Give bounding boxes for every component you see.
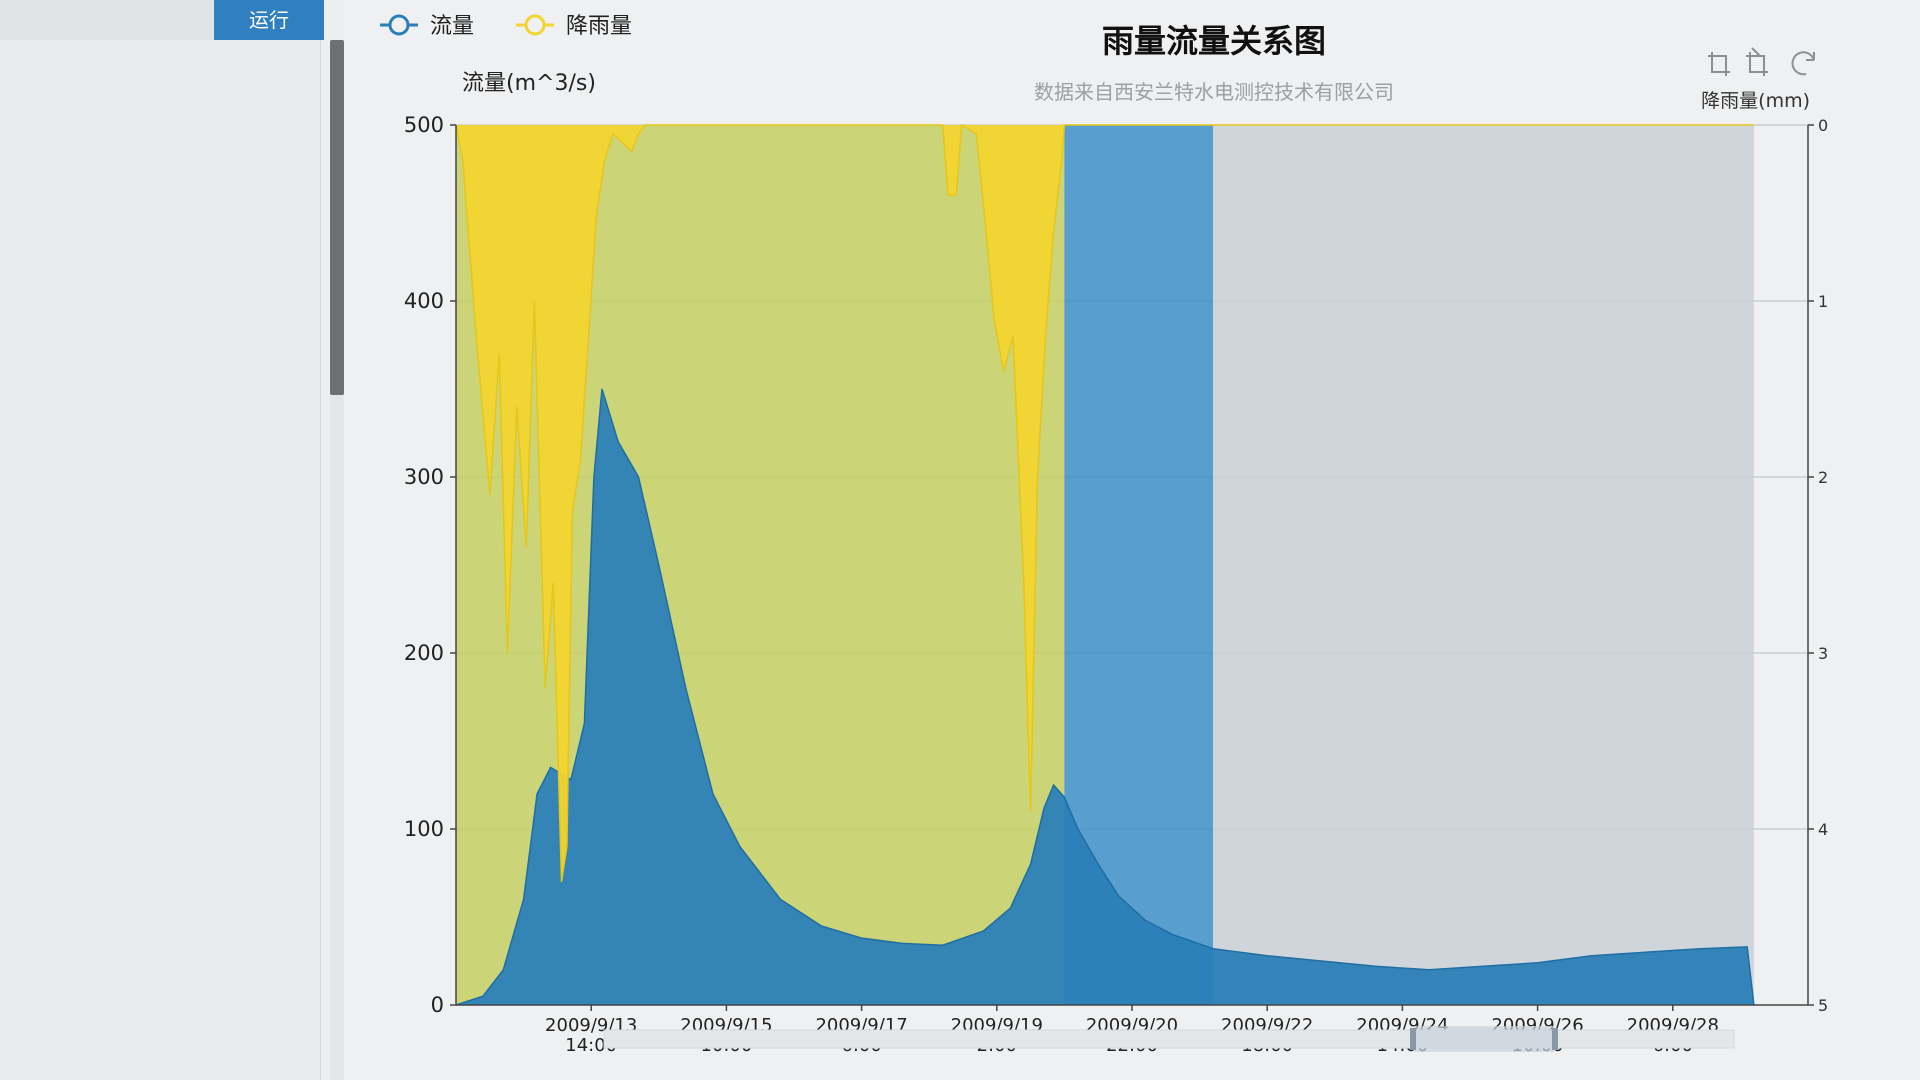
- legend-item-flow[interactable]: 流量: [380, 14, 474, 39]
- legend-item-rain[interactable]: 降雨量: [516, 14, 632, 39]
- series-layer: [455, 123, 1755, 1006]
- sidebar: 运行: [0, 0, 344, 1080]
- restore-icon[interactable]: [1791, 51, 1815, 76]
- y-right-tick-label-3: 3: [1818, 644, 1828, 663]
- chart-subtitle: 数据来自西安兰特水电测控技术有限公司: [1034, 80, 1394, 104]
- flow-series-line: [455, 388, 1755, 1006]
- y-left-tick-label-2: 200: [404, 641, 444, 665]
- data-zoom-slider[interactable]: [603, 1026, 1735, 1052]
- toolbox: [1708, 47, 1815, 76]
- run-button[interactable]: 运行: [214, 0, 324, 40]
- y-right-tick-label-0: 0: [1818, 116, 1828, 135]
- left-axis-ticks: 0 100 200 300 400 500: [404, 113, 456, 1017]
- flow-series-area: [456, 389, 1754, 1005]
- right-axis-ticks: 0 1 2 3 4 5: [1808, 116, 1828, 1015]
- y-right-tick-label-5: 5: [1818, 996, 1828, 1015]
- data-zoom-window[interactable]: [1414, 1026, 1554, 1052]
- legend: 流量 降雨量: [380, 14, 632, 39]
- zoom-reset-icon[interactable]: [1746, 47, 1768, 76]
- rain-series-area: [456, 125, 1754, 882]
- y-right-tick-label-2: 2: [1818, 468, 1828, 487]
- y-left-tick-label-4: 400: [404, 289, 444, 313]
- y-right-axis-label: 降雨量(mm): [1701, 90, 1810, 112]
- y-left-tick-label-1: 100: [404, 817, 444, 841]
- y-right-tick-label-1: 1: [1818, 292, 1828, 311]
- mark-area-2: [1213, 125, 1754, 1005]
- data-zoom-handle-left[interactable]: [1410, 1028, 1416, 1050]
- legend-rain-circle-icon: [524, 14, 546, 36]
- zoom-icon[interactable]: [1708, 52, 1730, 76]
- y-right-tick-label-4: 4: [1818, 820, 1828, 839]
- data-zoom-handle-right[interactable]: [1552, 1028, 1558, 1050]
- y-left-tick-label-0: 0: [431, 993, 444, 1017]
- legend-flow-label: 流量: [430, 14, 474, 39]
- y-left-tick-label-3: 300: [404, 465, 444, 489]
- y-left-tick-label-5: 500: [404, 113, 444, 137]
- scrollbar-thumb[interactable]: [330, 40, 344, 395]
- y-left-axis-label: 流量(m^3/s): [462, 71, 596, 96]
- legend-flow-circle-icon: [388, 14, 410, 36]
- chart-title: 雨量流量关系图: [1102, 22, 1326, 60]
- rain-series-line: [455, 123, 1754, 882]
- legend-rain-label: 降雨量: [566, 14, 632, 39]
